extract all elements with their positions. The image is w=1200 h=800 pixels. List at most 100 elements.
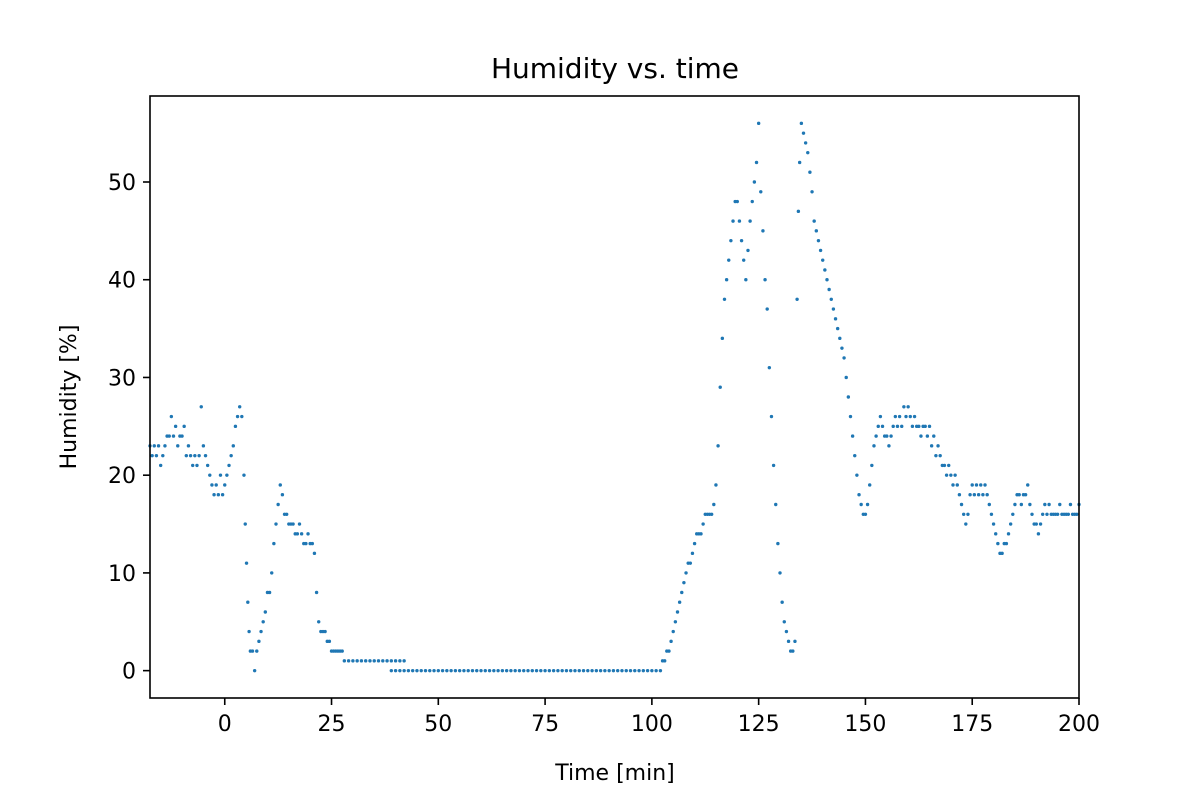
data-point [470, 668, 475, 673]
data-point [880, 424, 885, 429]
data-point [539, 668, 543, 673]
data-point [186, 444, 191, 448]
data-point [280, 493, 285, 497]
data-point [564, 668, 569, 673]
data-point [415, 668, 419, 673]
data-point [1004, 541, 1009, 546]
data-point [784, 629, 789, 634]
data-point [227, 463, 231, 468]
data-point [842, 356, 846, 360]
data-point [769, 414, 774, 419]
data-point [368, 659, 372, 663]
x-tick-label: 75 [531, 712, 559, 737]
data-point [850, 434, 855, 438]
data-point [906, 405, 910, 409]
data-point [346, 659, 351, 663]
data-point [1047, 502, 1051, 507]
data-point [786, 639, 791, 644]
data-point [393, 659, 398, 663]
data-point [673, 620, 678, 624]
data-point [633, 668, 637, 673]
data-point [718, 385, 722, 389]
x-tick-label: 100 [631, 712, 673, 737]
data-point [620, 668, 624, 673]
data-point [865, 502, 870, 507]
data-point [522, 668, 526, 673]
data-point [173, 424, 178, 429]
data-point [158, 463, 163, 468]
data-point [1036, 532, 1041, 536]
x-tick-label: 150 [844, 712, 886, 737]
data-point [250, 649, 255, 653]
data-point [761, 229, 765, 233]
data-point [225, 473, 229, 477]
data-point [261, 620, 265, 624]
data-point [453, 668, 458, 673]
data-point [688, 561, 693, 565]
data-point [991, 522, 996, 526]
data-point [594, 668, 599, 673]
data-point [701, 522, 705, 526]
data-point [637, 668, 641, 673]
data-point [1000, 551, 1004, 556]
data-point [203, 453, 208, 458]
data-point [312, 551, 317, 556]
data-point [167, 434, 171, 438]
data-point [796, 209, 801, 214]
data-point [284, 512, 289, 516]
data-point [897, 414, 902, 419]
y-tick-label: 0 [122, 660, 136, 685]
data-point [255, 649, 259, 653]
data-point [724, 278, 729, 282]
data-point [987, 502, 991, 507]
data-point [996, 541, 1000, 546]
data-point [590, 668, 594, 673]
data-point [257, 639, 261, 644]
data-point [1075, 512, 1079, 516]
data-point [581, 668, 586, 673]
data-point [714, 483, 718, 487]
data-point [496, 668, 500, 673]
data-point [889, 434, 893, 438]
data-point [795, 297, 799, 301]
data-point [259, 629, 263, 634]
data-point [827, 287, 831, 292]
data-point [964, 522, 968, 526]
data-point [274, 522, 278, 526]
data-point [908, 414, 912, 419]
data-point [462, 668, 466, 673]
data-point [272, 541, 276, 546]
data-point [247, 629, 251, 634]
data-point [925, 434, 930, 438]
data-point [799, 121, 804, 126]
data-point [885, 434, 889, 438]
data-point [989, 512, 994, 516]
data-point [742, 258, 746, 262]
data-point [968, 493, 972, 497]
data-point [246, 600, 250, 604]
data-point [530, 668, 534, 673]
data-point [1043, 502, 1047, 507]
data-point [868, 483, 872, 487]
y-tick-label: 20 [108, 464, 136, 489]
y-axis-label: Humidity [%] [57, 325, 82, 470]
x-tick-label: 125 [738, 712, 780, 737]
data-point [927, 424, 932, 429]
data-point [876, 424, 880, 429]
data-point [855, 473, 859, 477]
data-point [1030, 512, 1034, 516]
data-point [949, 473, 953, 477]
data-point [934, 453, 938, 458]
data-point [776, 541, 780, 546]
data-point [419, 668, 423, 673]
data-point [923, 424, 927, 429]
data-point [205, 463, 210, 468]
data-point [1023, 493, 1028, 497]
data-point [816, 238, 821, 243]
data-point [938, 453, 942, 458]
data-point [220, 493, 225, 497]
data-point [709, 512, 714, 516]
data-point [893, 414, 898, 419]
data-point [252, 668, 257, 673]
